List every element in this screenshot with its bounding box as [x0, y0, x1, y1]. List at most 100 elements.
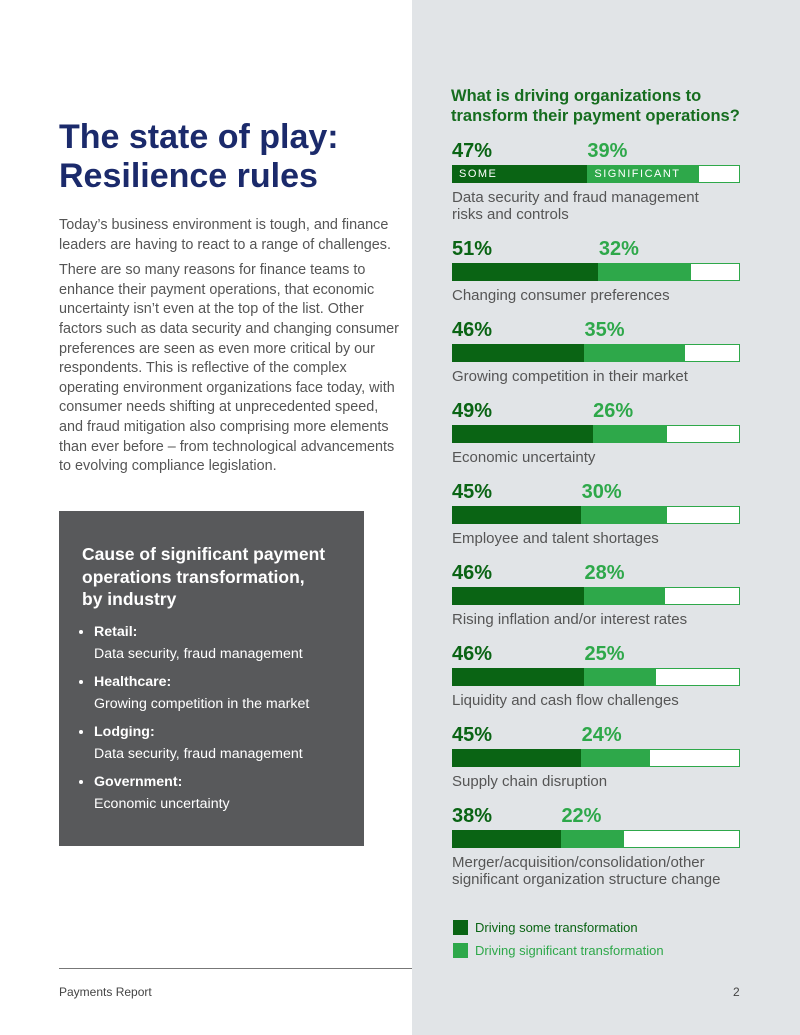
bar-track: [451, 667, 740, 686]
bar-track: [451, 262, 740, 281]
bar-segment: [451, 343, 584, 362]
category-label: Merger/acquisition/consolidation/other s…: [452, 854, 721, 888]
segment-tag: SIGNIFICANT: [594, 168, 681, 180]
legend-text: Driving some transformation: [475, 920, 638, 935]
paragraph: There are so many reasons for finance te…: [59, 262, 399, 475]
bar-segment: [583, 343, 685, 362]
bar-segment: [451, 505, 582, 524]
industry-text: Data security, fraud management: [94, 745, 303, 762]
title-line: Cause of significant payment: [82, 544, 326, 564]
bar-row: 46% 25% Liquidity and cash flow challenges: [451, 643, 740, 709]
page-title: The state of play: Resilience rules: [59, 118, 339, 196]
category-label: Liquidity and cash flow challenges: [452, 692, 679, 709]
category-label: Data security and fraud management risks…: [452, 189, 699, 223]
chart-title: What is driving organizations to transfo…: [451, 87, 740, 125]
footer-label: Payments Report: [59, 985, 152, 999]
value-label: 30%: [581, 481, 622, 503]
bar-segment: [560, 829, 625, 848]
category-label: Changing consumer preferences: [452, 287, 670, 304]
title-line: Resilience rules: [59, 157, 318, 195]
bar-row: 46% 28% Rising inflation and/or interest r…: [451, 562, 740, 628]
title-line: The state of play:: [59, 118, 339, 156]
value-labels: 49% 26%: [452, 400, 740, 425]
legend-swatch: [453, 943, 468, 958]
industry-item: Government: Economic uncertainty: [94, 771, 344, 815]
value-label: 46%: [452, 562, 493, 584]
value-labels: 47% 39%: [452, 140, 740, 165]
legend-item: Driving some transformation: [453, 920, 664, 943]
industry-text: Growing competition in the market: [94, 695, 310, 712]
bar-row: 46% 35% Growing competition in their marke…: [451, 319, 740, 385]
industry-list: Retail: Data security, fraud management He…: [82, 621, 344, 815]
sidebar: Cause of significant payment operations …: [59, 511, 364, 846]
bar-segment: [598, 262, 691, 281]
bar-track: [451, 424, 740, 443]
value-labels: 51% 32%: [452, 238, 740, 263]
bar-segment: [451, 262, 599, 281]
industry-text: Data security, fraud management: [94, 645, 303, 662]
bar-row: 51% 32% Changing consumer preferences: [451, 238, 740, 304]
industry-item: Healthcare: Growing competition in the ma…: [94, 671, 344, 715]
value-labels: 45% 30%: [452, 481, 740, 506]
sidebar-title: Cause of significant payment operations …: [82, 543, 344, 611]
value-label: 49%: [452, 400, 493, 422]
bar-track: [451, 586, 740, 605]
value-label: 46%: [452, 319, 493, 341]
value-label: 28%: [584, 562, 625, 584]
bar-segment: [581, 748, 651, 767]
bar-segment: [451, 829, 561, 848]
value-labels: 46% 28%: [452, 562, 740, 587]
segment-tag: SOME: [459, 168, 498, 180]
industry-label: Retail:: [94, 623, 138, 640]
value-label: 38%: [452, 805, 493, 827]
industry-text: Economic uncertainty: [94, 795, 230, 812]
value-labels: 46% 35%: [452, 319, 740, 344]
industry-item: Lodging: Data security, fraud management: [94, 721, 344, 765]
value-label: 45%: [452, 481, 493, 503]
category-label: Rising inflation and/or interest rates: [452, 611, 688, 628]
legend-swatch: [453, 920, 468, 935]
bar-segment: [583, 667, 656, 686]
bar-segment: [586, 164, 700, 183]
bar-track: [451, 505, 740, 524]
value-label: 22%: [561, 805, 602, 827]
value-label: 51%: [452, 238, 493, 260]
bar-track: [451, 829, 740, 848]
bar-segment: [451, 424, 593, 443]
bar-track: [451, 343, 740, 362]
chart: 47% 39% SOME SIGNIFICANT Data security and f…: [451, 140, 740, 903]
bar-track: SOME SIGNIFICANT: [451, 164, 740, 183]
category-label: Supply chain disruption: [452, 773, 608, 790]
value-label: 46%: [452, 643, 493, 665]
value-label: 47%: [452, 140, 493, 162]
industry-label: Lodging:: [94, 723, 155, 740]
category-label: Economic uncertainty: [452, 449, 596, 466]
bar-segment: [583, 586, 665, 605]
legend-text: Driving significant transformation: [475, 943, 664, 958]
title-line: operations transformation,: [82, 566, 305, 587]
paragraph: Today’s business environment is tough, a…: [59, 217, 391, 253]
body-text: Today’s business environment is tough, a…: [59, 216, 399, 483]
category-label: Growing competition in their market: [452, 368, 688, 385]
legend-item: Driving significant transformation: [453, 943, 664, 966]
value-labels: 45% 24%: [452, 724, 740, 749]
value-label: 45%: [452, 724, 493, 746]
title-line: by industry: [82, 589, 177, 609]
bar-track: [451, 748, 740, 767]
value-label: 39%: [587, 140, 628, 162]
page-number: 2: [733, 985, 740, 999]
value-labels: 38% 22%: [452, 805, 740, 830]
bar-segment: [451, 667, 584, 686]
value-label: 26%: [593, 400, 634, 422]
value-label: 32%: [598, 238, 639, 260]
value-label: 35%: [584, 319, 625, 341]
industry-item: Retail: Data security, fraud management: [94, 621, 344, 665]
footer-rule: [59, 968, 412, 969]
bar-row: 47% 39% SOME SIGNIFICANT Data security and f…: [451, 140, 740, 223]
bar-segment: [581, 505, 668, 524]
bar-segment: [592, 424, 668, 443]
value-label: 24%: [581, 724, 622, 746]
industry-label: Healthcare:: [94, 673, 172, 690]
bar-row: 49% 26% Economic uncertainty: [451, 400, 740, 466]
